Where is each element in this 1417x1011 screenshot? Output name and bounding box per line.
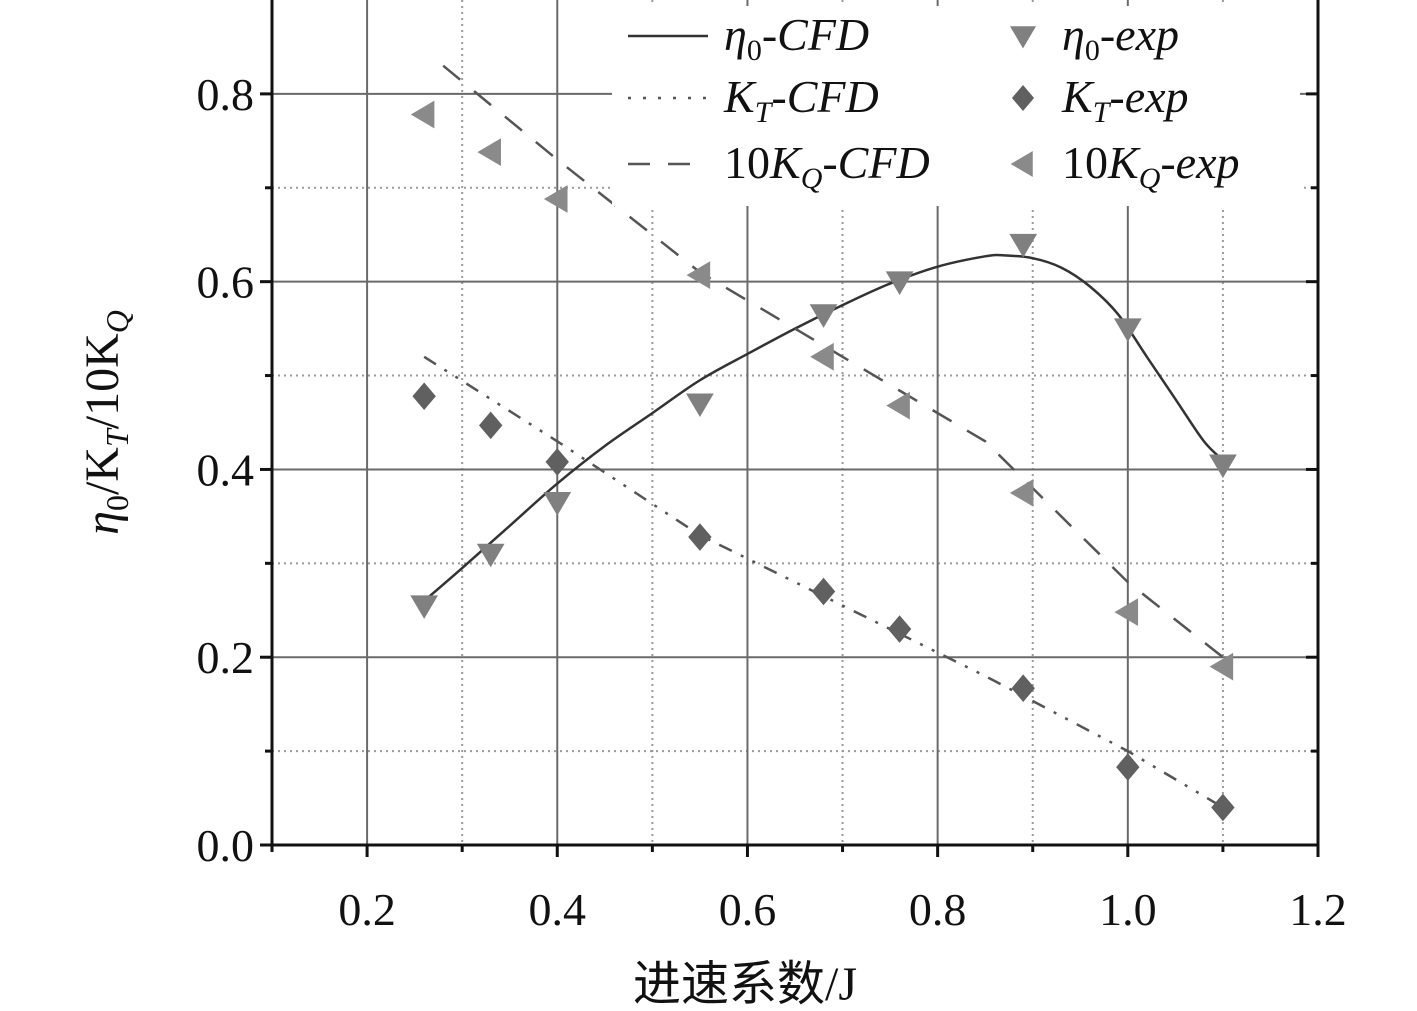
x-axis-title: 进速系数/J	[633, 958, 857, 1011]
x-tick-label: 0.4	[529, 884, 587, 935]
data-point-kt_exp	[479, 411, 503, 440]
data-point-eta_exp	[1209, 454, 1237, 479]
legend-prefix: 10	[724, 137, 770, 188]
y-tick-label: 0.8	[197, 69, 255, 120]
legend-subscript: Q	[801, 162, 823, 195]
legend-label-kt_cfd: KT-CFD	[723, 71, 879, 129]
legend-base: K	[1107, 137, 1141, 188]
legend-marker-eta_exp	[1010, 26, 1036, 49]
data-point-kq_exp	[543, 185, 568, 213]
x-tick-label: 1.0	[1099, 884, 1157, 935]
data-point-eta_exp	[1009, 233, 1038, 258]
data-point-eta_exp	[809, 304, 838, 328]
data-point-kt_exp	[1011, 674, 1035, 702]
data-point-kt_exp	[1211, 793, 1235, 822]
data-point-kt_exp	[545, 448, 569, 476]
data-point-kq_exp	[1114, 598, 1139, 627]
data-point-eta_exp	[885, 271, 914, 296]
legend-base: η	[1062, 9, 1085, 60]
legend-suffix: -exp	[1109, 71, 1188, 122]
y-title-sep1: /K	[76, 447, 129, 495]
x-tick-label: 0.6	[719, 884, 777, 935]
data-point-kq_exp	[686, 261, 711, 289]
series-layer	[410, 64, 1237, 822]
series-line-kt_cfd	[423, 355, 1224, 809]
y-title-kq-sub: Q	[99, 310, 135, 333]
data-point-kq_exp	[886, 391, 910, 420]
legend-subscript: 0	[1085, 34, 1100, 67]
legend-subscript: T	[755, 96, 774, 129]
data-point-eta_exp	[686, 393, 714, 418]
legend-label-kq_exp: 10KQ-exp	[1062, 137, 1240, 195]
data-point-eta_exp	[410, 595, 439, 619]
y-title-sep2: /10K	[76, 333, 129, 429]
data-point-kt_exp	[811, 577, 836, 606]
data-point-kq_exp	[1009, 479, 1034, 507]
legend-label-kq_cfd: 10KQ-CFD	[724, 137, 930, 195]
legend-label-eta_exp: η0-exp	[1062, 9, 1179, 67]
data-point-kq_exp	[477, 138, 501, 166]
legend-base: K	[769, 137, 803, 188]
legend-suffix: -exp	[1160, 137, 1239, 188]
legend-marker-kt_exp	[1011, 85, 1035, 111]
legend-label-kt_exp: KT-exp	[1061, 71, 1189, 129]
data-point-kq_exp	[410, 100, 435, 129]
data-point-kt_exp	[688, 523, 712, 551]
legend-suffix: -CFD	[762, 9, 869, 60]
data-point-kq_exp	[1209, 652, 1234, 681]
legend-marker-kq_exp	[1010, 151, 1033, 177]
x-tick-label: 0.2	[338, 884, 396, 935]
series-line-kq_cfd	[442, 64, 1224, 659]
y-tick-label: 0.2	[197, 632, 255, 683]
data-point-kt_exp	[887, 615, 912, 643]
data-point-eta_exp	[1113, 318, 1142, 342]
y-tick-label: 0.0	[197, 820, 255, 871]
legend-base: K	[723, 71, 757, 122]
data-point-kq_exp	[810, 342, 834, 371]
legend-prefix: 10	[1062, 137, 1108, 188]
data-point-kt_exp	[412, 382, 436, 410]
legend-suffix: -CFD	[822, 137, 929, 188]
series-line-eta_cfd	[423, 253, 1224, 602]
data-point-eta_exp	[476, 543, 505, 568]
y-tick-label: 0.4	[197, 444, 255, 495]
legend-subscript: T	[1093, 96, 1112, 129]
legend-suffix: -CFD	[771, 71, 878, 122]
y-axis-title: η0/KT/10KQ	[76, 310, 135, 535]
y-title-eta-sub: 0	[99, 495, 135, 511]
legend-base: K	[1061, 71, 1095, 122]
y-title-eta: η	[76, 511, 129, 535]
y-title-kt-sub: T	[99, 427, 135, 447]
legend-box	[612, 6, 1300, 206]
legend-subscript: Q	[1139, 162, 1161, 195]
legend-suffix: -exp	[1100, 9, 1179, 60]
legend-subscript: 0	[747, 34, 762, 67]
x-tick-label: 0.8	[909, 884, 967, 935]
legend-label-eta_cfd: η0-CFD	[724, 9, 869, 67]
data-point-kt_exp	[1116, 753, 1140, 781]
x-tick-label: 1.2	[1289, 884, 1347, 935]
data-point-eta_exp	[543, 492, 572, 516]
axes-layer: 0.2 0.4 0.6 0.8 1.0 1.2 0.0 0.2 0.4 0.6 0.8	[197, 0, 1347, 935]
y-tick-label: 0.6	[197, 257, 255, 308]
legend-base: η	[724, 9, 747, 60]
